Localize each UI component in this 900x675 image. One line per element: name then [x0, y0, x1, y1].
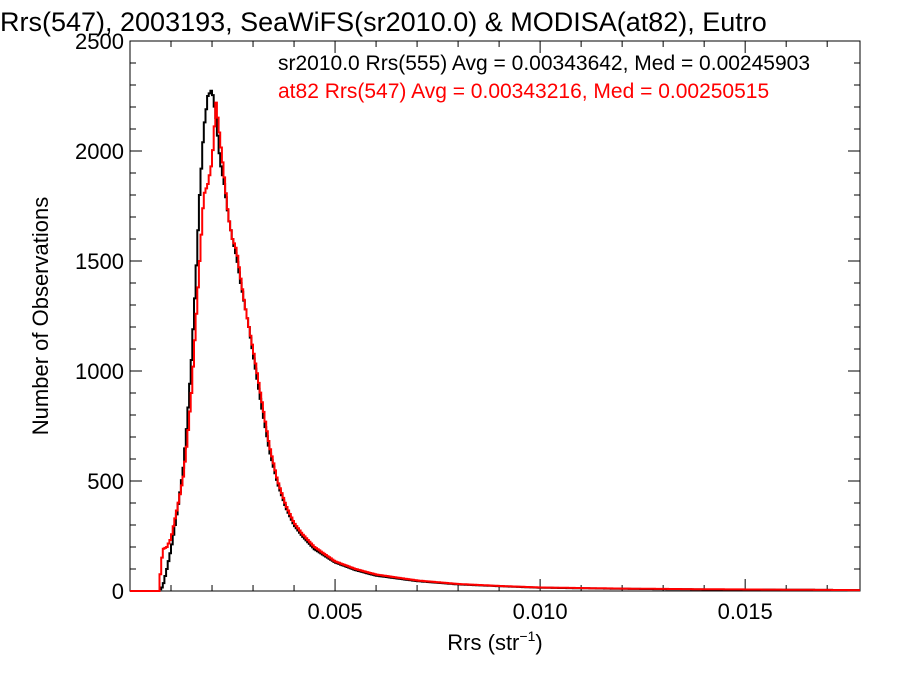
legend-entry-black: sr2010.0 Rrs(555) Avg = 0.00343642, Med …: [278, 52, 810, 75]
x-axis-label: Rrs (str−1): [447, 628, 542, 655]
x-tick-label: 0.015: [718, 599, 773, 624]
x-axis-label-superscript: −1: [519, 628, 535, 644]
x-tick-label: 0.005: [308, 599, 363, 624]
y-axis-label: Number of Observations: [28, 197, 53, 435]
plot-frame: [129, 40, 861, 592]
x-axis-label-main: Rrs (str: [447, 630, 519, 655]
y-tick-label: 1000: [75, 359, 124, 384]
series-line-red: [130, 101, 860, 592]
y-tick-label: 0: [112, 579, 124, 604]
x-axis: 0.005 0.010 0.015: [170, 41, 828, 624]
y-tick-label: 1500: [75, 249, 124, 274]
x-tick-label: 0.010: [513, 599, 568, 624]
y-axis: 0 500 1000 1500 2000 2500: [75, 29, 860, 604]
y-tick-label: 2500: [75, 29, 124, 54]
series-line-black: [130, 89, 860, 592]
x-axis-label-close: ): [535, 630, 542, 655]
y-tick-label: 500: [87, 469, 124, 494]
legend-entry-red: at82 Rrs(547) Avg = 0.00343216, Med = 0.…: [278, 80, 769, 103]
y-tick-label: 2000: [75, 139, 124, 164]
series-layer: [130, 89, 860, 592]
chart-title: Rrs(547), 2003193, SeaWiFS(sr2010.0) & M…: [0, 7, 767, 37]
